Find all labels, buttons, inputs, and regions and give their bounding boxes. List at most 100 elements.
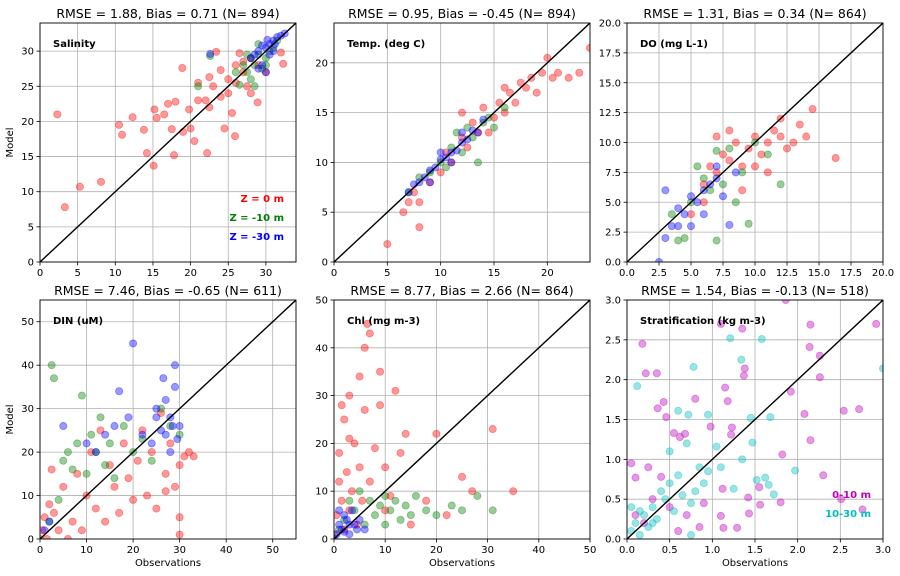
data-point-series-1 xyxy=(178,63,187,72)
data-point-series-1 xyxy=(220,124,229,133)
data-point-series-3 xyxy=(250,50,259,59)
data-point-series-1 xyxy=(216,66,225,75)
data-point-series-1 xyxy=(180,452,189,461)
data-point-series-3 xyxy=(265,50,274,59)
data-point-series-1 xyxy=(355,463,364,472)
data-point-series-2 xyxy=(738,168,747,177)
x-tick-label: 15.0 xyxy=(808,268,830,279)
data-point-series-2 xyxy=(635,531,644,539)
panel-title: RMSE = 7.46, Bias = -0.65 (N= 611) xyxy=(54,283,282,298)
data-point-series-1 xyxy=(727,430,736,439)
data-point-series-1 xyxy=(755,483,764,492)
data-point-series-1 xyxy=(391,386,400,395)
panel-1: 0 5 10 15 20 25 30 0 5 10 15 20 25 30 RMSE = 1.88, Bia… xyxy=(5,6,297,279)
data-point-series-1 xyxy=(49,508,58,517)
data-point-series-3 xyxy=(138,430,147,439)
data-point-series-3 xyxy=(340,511,349,520)
data-point-series-1 xyxy=(363,319,372,328)
data-point-series-2 xyxy=(49,374,58,383)
data-point-series-1 xyxy=(205,73,214,82)
data-point-series-2 xyxy=(687,499,696,508)
data-point-series-1 xyxy=(805,343,814,352)
y-tick-label: 0.0 xyxy=(605,535,621,546)
y-tick-label: 0 xyxy=(322,535,328,546)
data-point-series-1 xyxy=(564,73,573,82)
axes-frame xyxy=(39,299,297,540)
y-tick-label: 5 xyxy=(322,208,328,219)
y-tick-label: 50 xyxy=(315,296,328,307)
data-point-series-2 xyxy=(68,465,77,474)
data-point-series-2 xyxy=(350,506,359,515)
data-point-series-1 xyxy=(723,397,732,406)
data-point-series-1 xyxy=(381,506,390,515)
data-point-series-3 xyxy=(147,439,156,448)
data-point-series-2 xyxy=(791,466,800,475)
x-tick-label: 2.5 xyxy=(651,268,667,279)
x-tick-label: 20.0 xyxy=(872,268,894,279)
data-point-series-1 xyxy=(216,92,225,101)
data-points xyxy=(40,300,296,539)
data-point-series-2 xyxy=(648,503,657,512)
data-point-series-2 xyxy=(396,515,405,524)
data-point-series-1 xyxy=(409,188,418,197)
panel-title: RMSE = 1.31, Bias = 0.34 (N= 864) xyxy=(643,6,866,21)
y-tick-label: 0.5 xyxy=(605,495,621,506)
y-tick-label: 10 xyxy=(21,187,34,198)
x-tick-label: 10 xyxy=(109,268,122,279)
y-tick-label: 0.0 xyxy=(605,258,621,269)
data-point-series-1 xyxy=(795,120,804,129)
data-point-series-2 xyxy=(488,506,497,515)
data-point-series-2 xyxy=(261,61,270,70)
data-point-series-1 xyxy=(45,500,54,509)
data-point-series-1 xyxy=(161,487,170,496)
data-point-series-2 xyxy=(246,75,255,84)
data-point-series-2 xyxy=(706,186,715,195)
data-point-series-1 xyxy=(246,54,255,63)
data-point-series-1 xyxy=(370,444,379,453)
x-tick-label: 0.0 xyxy=(619,545,635,556)
panel-label: Stratification (kg m-3) xyxy=(640,316,766,327)
x-tick-label: 40 xyxy=(532,545,545,556)
x-tick-label: 10 xyxy=(379,545,392,556)
data-point-series-1 xyxy=(365,477,374,486)
data-point-series-1 xyxy=(68,517,77,526)
data-point-series-3 xyxy=(468,126,477,135)
data-point-series-1 xyxy=(806,436,815,445)
y-tick-label: 7.5 xyxy=(605,168,621,179)
x-tick-label: 12.5 xyxy=(776,268,798,279)
data-point-series-2 xyxy=(386,506,395,515)
data-point-series-2 xyxy=(737,355,746,364)
data-point-series-1 xyxy=(738,162,747,171)
data-point-series-1 xyxy=(489,113,498,122)
data-point-series-1 xyxy=(276,48,285,57)
panel-5: 0 10 20 30 40 50 0 10 20 30 40 50 RMSE = 8.77, Bias … xyxy=(315,283,596,569)
x-tick-label: 3.0 xyxy=(875,545,891,556)
data-point-series-3 xyxy=(337,525,346,534)
data-point-series-1 xyxy=(831,154,840,163)
data-point-series-3 xyxy=(353,525,362,534)
data-point-series-1 xyxy=(224,89,233,98)
data-point-series-2 xyxy=(422,506,431,515)
axes-frame xyxy=(333,299,591,540)
data-point-series-2 xyxy=(355,487,364,496)
data-points xyxy=(627,300,883,539)
data-point-series-1 xyxy=(161,469,170,478)
x-tick-label: 5 xyxy=(74,268,80,279)
data-point-series-1 xyxy=(721,383,730,392)
data-point-series-1 xyxy=(802,132,811,141)
panel-label: DO (mg L-1) xyxy=(640,39,708,50)
data-point-series-1 xyxy=(745,509,754,518)
data-point-series-1 xyxy=(138,426,147,435)
data-point-series-1 xyxy=(627,459,636,468)
data-point-series-3 xyxy=(674,222,683,231)
data-point-series-2 xyxy=(401,501,410,510)
data-point-series-1 xyxy=(335,448,344,457)
data-point-series-1 xyxy=(488,425,497,434)
y-tick-label: 30 xyxy=(315,391,328,402)
data-point-series-2 xyxy=(693,162,702,171)
data-point-series-1 xyxy=(110,482,119,491)
data-point-series-1 xyxy=(778,450,787,459)
y-tick-label: 0 xyxy=(28,258,34,269)
data-point-series-3 xyxy=(425,178,434,187)
data-point-series-1 xyxy=(695,523,704,532)
